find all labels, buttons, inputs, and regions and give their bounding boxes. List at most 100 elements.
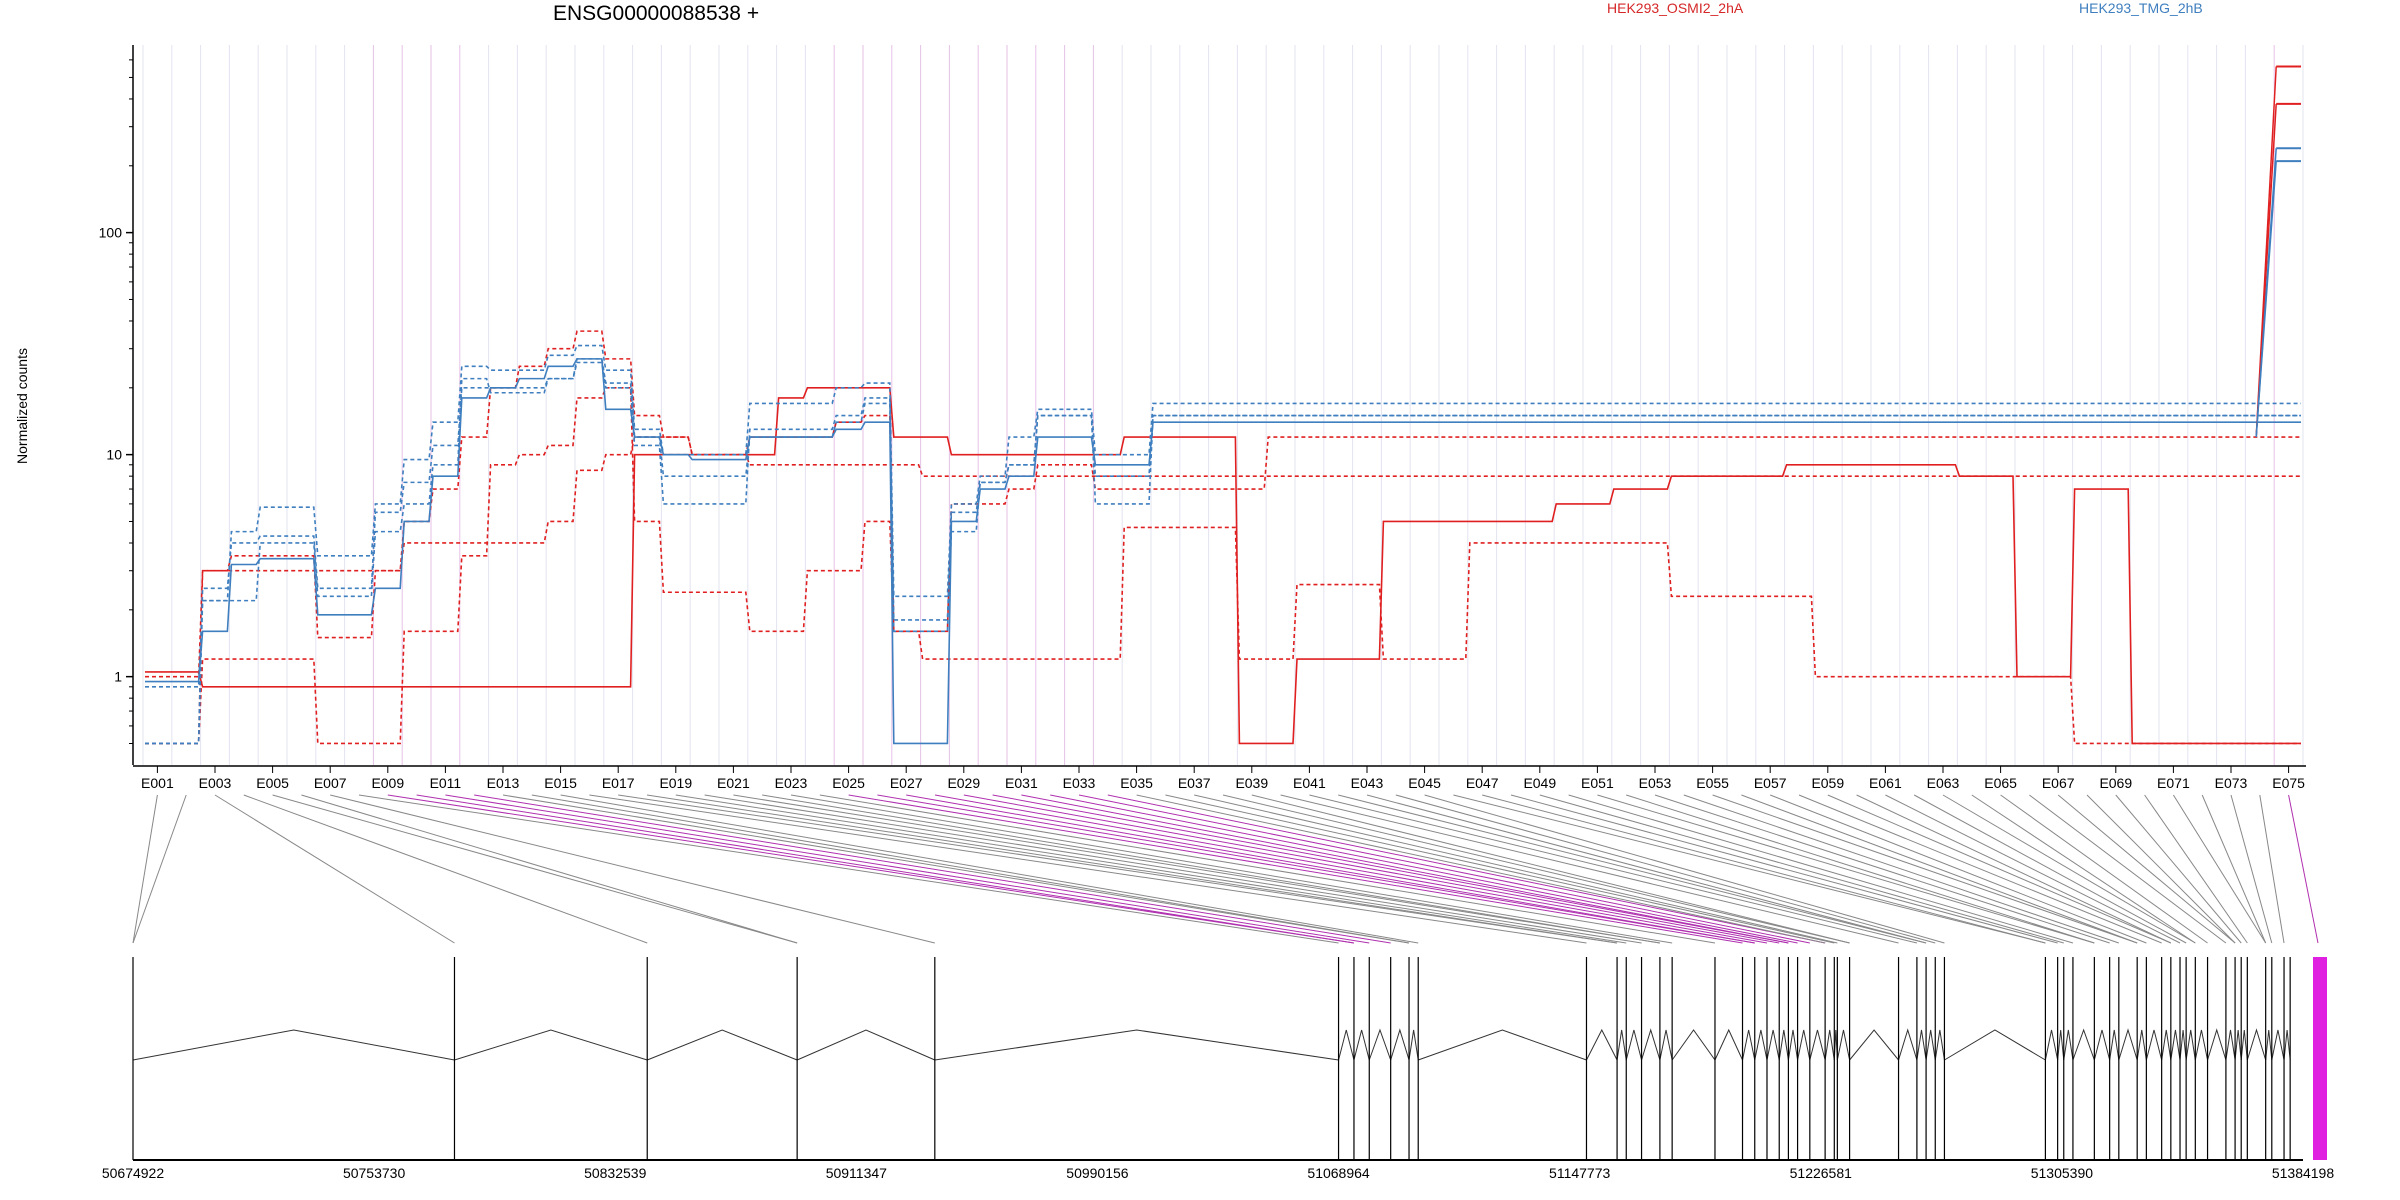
exon-connector xyxy=(1626,794,2095,944)
exon-connector xyxy=(1222,794,1850,944)
exon-connector xyxy=(1395,794,1936,944)
intron-line xyxy=(1586,1028,1618,1061)
exon-connector xyxy=(1568,794,2074,944)
exon-connector xyxy=(1654,794,2110,944)
exon-connector xyxy=(2000,794,2208,944)
intron-line xyxy=(2118,1028,2138,1061)
x-tick-label: E045 xyxy=(1408,775,1441,791)
genome-coord-label: 51305390 xyxy=(2031,1165,2094,1181)
intron-line xyxy=(2136,1029,2147,1061)
exon-connector xyxy=(1510,794,2058,944)
y-tick-label: 10 xyxy=(106,447,122,463)
exon-connector xyxy=(2230,794,2273,944)
exon-connector xyxy=(675,794,1627,944)
genome-coord-label: 51226581 xyxy=(1790,1165,1853,1181)
exon-connector xyxy=(1194,794,1838,944)
exon-connector xyxy=(2086,794,2236,944)
intron-line xyxy=(2234,1029,2242,1061)
exon-connector xyxy=(906,794,1755,944)
exon-connector xyxy=(2259,794,2285,944)
x-tick-label: E053 xyxy=(1639,775,1672,791)
end-spike-blue xyxy=(2255,161,2277,438)
intron-line xyxy=(1408,1029,1419,1061)
exon-connector xyxy=(358,794,1339,944)
x-tick-label: E033 xyxy=(1063,775,1096,791)
x-tick-label: E071 xyxy=(2157,775,2190,791)
intron-line xyxy=(2072,1028,2095,1061)
exon-connector xyxy=(2144,794,2248,944)
exon-connector xyxy=(272,794,798,944)
intron-line xyxy=(2179,1029,2187,1061)
legend-label-blue: HEK293_TMG_2hB xyxy=(2079,0,2203,16)
x-tick-label: E013 xyxy=(487,775,520,791)
exon-connector xyxy=(474,794,1391,944)
series-line-red xyxy=(145,436,2301,745)
x-tick-label: E037 xyxy=(1178,775,1211,791)
exon-connector xyxy=(877,794,1755,944)
exon-connector xyxy=(1683,794,2119,944)
intron-line xyxy=(1836,1029,1851,1061)
exon-connector xyxy=(2029,794,2227,944)
exon-connector xyxy=(1309,794,1918,944)
intron-line xyxy=(2170,1029,2181,1061)
exon-connector xyxy=(1856,794,2172,944)
x-tick-label: E035 xyxy=(1120,775,1153,791)
x-tick-label: E073 xyxy=(2215,775,2248,791)
intron-line xyxy=(1353,1029,1370,1061)
exon-connector xyxy=(1942,794,2196,944)
intron-line xyxy=(2246,1028,2267,1061)
genome-coord-label: 50832539 xyxy=(584,1165,647,1181)
exon-connector xyxy=(2201,794,2267,944)
x-tick-label: E061 xyxy=(1869,775,1902,791)
x-tick-label: E047 xyxy=(1466,775,1499,791)
intron-line xyxy=(2145,1029,2163,1061)
intron-line xyxy=(2194,1029,2209,1061)
x-tick-label: E015 xyxy=(544,775,577,791)
exon-connector xyxy=(2172,794,2267,944)
x-tick-label: E011 xyxy=(430,775,462,791)
exon-connector xyxy=(1482,794,2046,944)
exon-connector xyxy=(1741,794,2138,944)
genome-coord-label: 51068964 xyxy=(1307,1165,1370,1181)
exon-connector xyxy=(762,794,1660,944)
exon-connector xyxy=(214,794,455,944)
x-tick-label: E001 xyxy=(141,775,174,791)
intron-line xyxy=(1754,1029,1768,1061)
y-tick-label: 1 xyxy=(114,669,122,685)
exon-connector xyxy=(646,794,1618,944)
exon-connector xyxy=(963,794,1780,944)
x-tick-label: E057 xyxy=(1754,775,1787,791)
legend-item-blue: HEK293_TMG_2hB xyxy=(2079,0,2203,16)
intron-line xyxy=(2057,1029,2065,1061)
exon-connector xyxy=(1827,794,2172,944)
exon-connector xyxy=(2288,794,2319,944)
intron-line xyxy=(1641,1028,1661,1061)
x-tick-label: E017 xyxy=(602,775,635,791)
x-tick-label: E067 xyxy=(2042,775,2075,791)
exon-connector xyxy=(1338,794,1927,944)
highlighted-exon-block xyxy=(2313,957,2327,1160)
exon-connector xyxy=(1136,794,1826,944)
exon-connector xyxy=(1913,794,2187,944)
intron-line xyxy=(2063,1029,2074,1061)
exon-connector xyxy=(1165,794,1835,944)
chart-title-wrap: ENSG00000088538 + xyxy=(553,2,759,26)
x-tick-label: E031 xyxy=(1005,775,1038,791)
exon-connector xyxy=(502,794,1410,944)
legend-label-red: HEK293_OSMI2_2hA xyxy=(1607,0,1744,16)
exon-connector xyxy=(387,794,1355,944)
intron-line xyxy=(1742,1029,1756,1061)
exon-connector xyxy=(1798,794,2162,944)
intron-line xyxy=(2240,1029,2248,1061)
exon-connector xyxy=(1280,794,1899,944)
x-tick-label: E063 xyxy=(1927,775,1960,791)
x-tick-label: E009 xyxy=(371,775,404,791)
x-tick-label: E059 xyxy=(1811,775,1844,791)
exon-connector xyxy=(1078,794,1810,944)
exon-connector xyxy=(934,794,1768,944)
exon-connector xyxy=(618,794,1618,944)
intron-line xyxy=(454,1029,648,1061)
x-tick-label: E025 xyxy=(832,775,865,791)
intron-line xyxy=(1616,1029,1627,1061)
